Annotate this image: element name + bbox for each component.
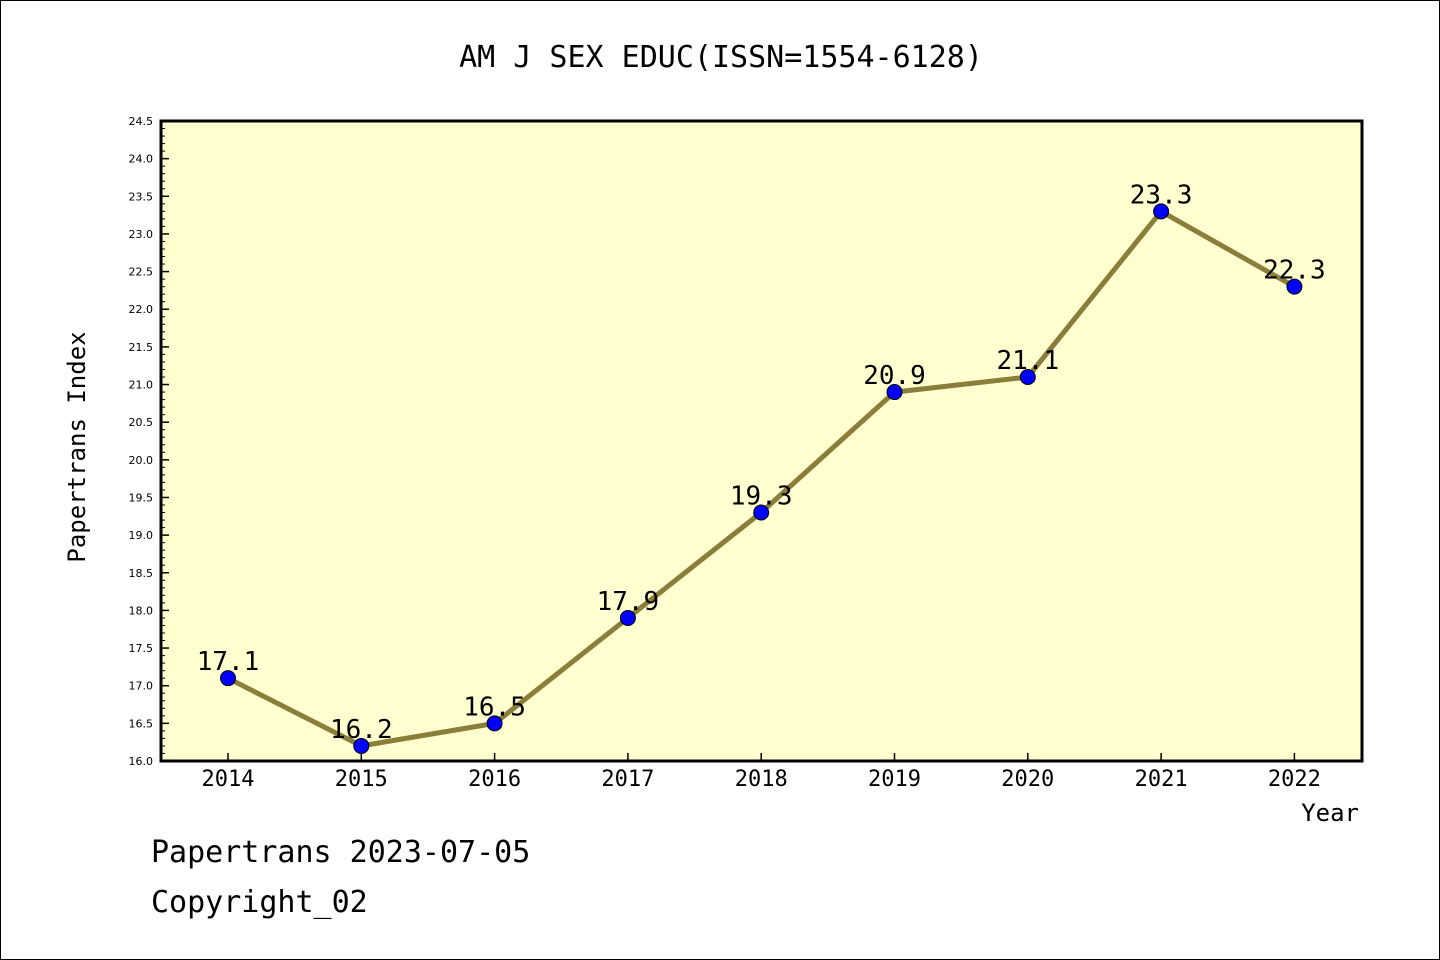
data-markers: [220, 203, 1303, 754]
y-axis: 16.0 16.5 17.0 17.5 18.0 18.5 19.0 19.5 20.0 20.5…: [129, 115, 169, 768]
x-tick-label: 2022: [1268, 767, 1321, 792]
data-label: 16.2: [330, 715, 393, 745]
data-label: 17.1: [197, 647, 260, 677]
x-tick-label: 2015: [335, 767, 388, 792]
x-axis: 2014 2015 2016 2017 2018 2019 2020 2021 2022: [202, 753, 1321, 792]
data-point: [486, 715, 503, 732]
footer-date: Papertrans 2023-07-05: [151, 835, 531, 870]
x-tick-label: 2021: [1135, 767, 1188, 792]
data-point: [619, 609, 636, 626]
data-label: 23.3: [1130, 180, 1193, 210]
x-tick-label: 2020: [1001, 767, 1054, 792]
data-label: 17.9: [597, 587, 660, 617]
y-tick-label: 20.0: [129, 454, 154, 467]
x-tick-label: 2016: [468, 767, 521, 792]
y-tick-label: 21.5: [129, 341, 154, 354]
data-label: 20.9: [863, 361, 926, 391]
x-tick-label: 2018: [735, 767, 788, 792]
y-tick-label: 19.0: [129, 529, 154, 542]
data-label: 21.1: [996, 346, 1059, 376]
y-tick-label: 23.0: [129, 228, 154, 241]
data-point: [1019, 369, 1036, 385]
y-tick-label: 22.0: [129, 303, 154, 316]
footer-copyright: Copyright_02: [151, 885, 368, 920]
data-point: [886, 384, 903, 401]
y-tick-label: 17.0: [129, 680, 154, 693]
x-tick-label: 2014: [202, 767, 255, 792]
x-axis-label: Year: [1301, 799, 1359, 827]
y-tick-label: 24.5: [129, 115, 154, 128]
x-tick-label: 2017: [601, 767, 654, 792]
data-point: [753, 504, 770, 521]
plot-area: [159, 119, 1364, 763]
y-tick-label: 23.5: [129, 190, 154, 203]
y-tick-label: 19.5: [129, 491, 154, 504]
data-point: [1286, 278, 1303, 295]
x-tick-label: 2019: [868, 767, 921, 792]
data-point: [220, 670, 236, 687]
y-tick-label: 20.5: [129, 416, 154, 429]
data-label: 19.3: [730, 482, 793, 512]
y-tick-label: 21.0: [129, 379, 154, 392]
data-labels: 17.1 16.2 16.5 17.9 19.3 20.9 21.1 23.3 22.3: [197, 180, 1326, 745]
y-tick-label: 24.0: [129, 153, 154, 166]
y-tick-label: 16.0: [129, 755, 154, 768]
data-label: 16.5: [463, 692, 526, 722]
y-tick-label: 18.5: [129, 567, 154, 580]
data-label: 22.3: [1263, 256, 1326, 286]
y-tick-label: 18.0: [129, 604, 154, 617]
y-tick-label: 22.5: [129, 266, 154, 279]
chart-title: AM J SEX EDUC(ISSN=1554-6128): [459, 40, 983, 75]
y-tick-label: 16.5: [129, 717, 154, 730]
data-point: [353, 737, 370, 754]
y-axis-label: Papertrans Index: [63, 331, 91, 562]
data-point: [1153, 203, 1170, 220]
y-tick-label: 17.5: [129, 642, 154, 655]
